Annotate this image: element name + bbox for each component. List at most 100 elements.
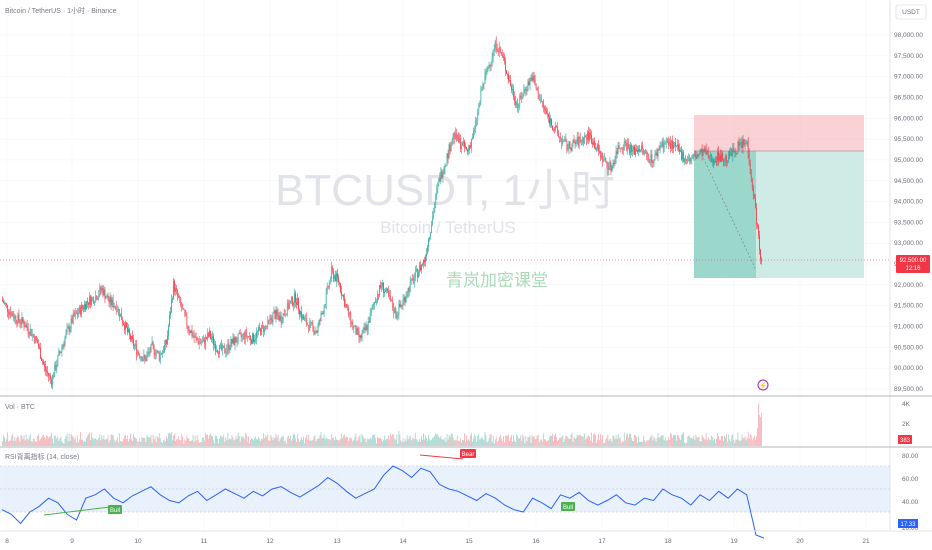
volume-bar xyxy=(449,437,451,446)
candle-body xyxy=(532,75,534,81)
candle-body xyxy=(18,314,20,321)
stop-loss-zone[interactable] xyxy=(694,115,864,151)
volume-bar xyxy=(264,438,266,446)
candle-body xyxy=(252,333,253,344)
candle-body xyxy=(513,89,514,98)
event-flash-icon[interactable] xyxy=(757,379,769,391)
volume-bar xyxy=(520,435,522,446)
candle-body xyxy=(400,305,402,307)
volume-bar xyxy=(288,438,290,446)
volume-bar xyxy=(687,436,689,446)
volume-bar xyxy=(580,436,582,446)
rsi-axis-20: 20.00 xyxy=(902,525,919,532)
candle-body xyxy=(344,297,345,307)
candle-body xyxy=(644,151,646,155)
candle-body xyxy=(243,333,245,340)
volume-bar xyxy=(87,435,88,446)
candle-body xyxy=(365,325,367,330)
candle-body xyxy=(132,335,133,340)
volume-bar xyxy=(709,439,711,446)
candle-body xyxy=(490,61,492,67)
price-pane[interactable]: BTCUSDT, 1小时 Bitcoin / TetherUS 青岚加密课堂 ⚡… xyxy=(0,0,890,530)
candle-body xyxy=(95,295,97,303)
volume-bar xyxy=(510,437,511,446)
price-tick-label: 93,000.00 xyxy=(894,240,923,247)
candle-body xyxy=(484,74,486,84)
candle-body xyxy=(77,312,79,315)
candle-body xyxy=(541,101,543,103)
volume-title[interactable]: Vol · BTC xyxy=(5,404,35,411)
candle-body xyxy=(659,146,661,150)
volume-bar xyxy=(115,439,117,446)
currency-button[interactable] xyxy=(895,4,927,20)
volume-bar xyxy=(724,436,725,446)
candle-body xyxy=(197,339,199,344)
volume-bar xyxy=(731,435,733,446)
candle-body xyxy=(380,285,381,288)
volume-bar xyxy=(355,433,357,446)
volume-bar xyxy=(692,438,694,446)
candle-body xyxy=(548,113,549,118)
volume-bar xyxy=(169,432,170,446)
candle-body xyxy=(190,330,192,333)
volume-bar xyxy=(3,435,4,446)
candle-body xyxy=(522,95,524,99)
volume-bar xyxy=(536,435,538,446)
candlestick-series[interactable] xyxy=(2,36,762,390)
price-axis[interactable]: USDT 98,000.0097,500.0097,000.0096,500.0… xyxy=(889,0,932,550)
volume-bar xyxy=(129,438,130,446)
volume-bar xyxy=(697,437,699,446)
volume-bar xyxy=(109,439,111,446)
candle-body xyxy=(666,139,668,143)
candle-body xyxy=(486,71,488,73)
candle-body xyxy=(610,162,612,172)
volume-bar xyxy=(722,435,723,446)
watermark-brand: 青岚加密课堂 xyxy=(446,271,548,291)
volume-bar xyxy=(701,435,703,446)
candle-body xyxy=(53,375,55,377)
candle-body xyxy=(650,154,652,163)
volume-pane[interactable]: Vol · BTC 4K 2K 383 xyxy=(0,395,932,446)
symbol-header[interactable]: Bitcoin / TetherUS · 1小时 · Binance xyxy=(5,6,117,15)
candle-body xyxy=(272,313,274,323)
candle-body xyxy=(281,321,283,323)
candle-body xyxy=(241,335,243,338)
volume-bar xyxy=(208,438,209,446)
volume-bar xyxy=(400,440,402,446)
candle-body xyxy=(461,145,462,149)
candle-body xyxy=(443,168,445,175)
candle-body xyxy=(283,313,285,315)
rsi-title[interactable]: RSI背离指标 (14, close) xyxy=(5,452,79,461)
short-position-tool[interactable] xyxy=(694,115,864,278)
time-axis[interactable]: 8 9 10 11 12 13 14 15 16 17 18 19 20 21 xyxy=(0,530,932,545)
volume-bar xyxy=(526,441,528,446)
rsi-pane[interactable]: RSI背离指标 (14, close) Bull Bear Bull 80.00… xyxy=(0,446,932,539)
candle-body xyxy=(311,321,313,324)
candle-body xyxy=(394,308,396,313)
volume-bar xyxy=(177,438,179,446)
price-tick-label: 91,000.00 xyxy=(894,324,923,331)
volume-bar xyxy=(187,438,189,446)
candle-body xyxy=(700,149,702,152)
volume-bar xyxy=(408,436,410,446)
volume-bar xyxy=(242,436,244,446)
volume-bar xyxy=(379,438,380,446)
currency-label[interactable]: USDT xyxy=(902,9,920,16)
volume-bar xyxy=(606,437,608,446)
candle-body xyxy=(347,307,349,308)
volume-bar xyxy=(243,439,245,446)
candle-body xyxy=(392,300,394,309)
volume-bar xyxy=(311,440,313,446)
candle-body xyxy=(753,195,755,199)
volume-axis-2k: 2K xyxy=(902,421,911,428)
candle-body xyxy=(419,265,420,273)
candle-body xyxy=(399,304,401,307)
candle-body xyxy=(441,171,443,178)
volume-bar xyxy=(322,437,324,446)
candle-body xyxy=(38,343,39,348)
volume-bar xyxy=(538,441,540,446)
candle-body xyxy=(711,159,713,163)
volume-bar xyxy=(532,437,534,446)
candle-body xyxy=(52,375,54,386)
